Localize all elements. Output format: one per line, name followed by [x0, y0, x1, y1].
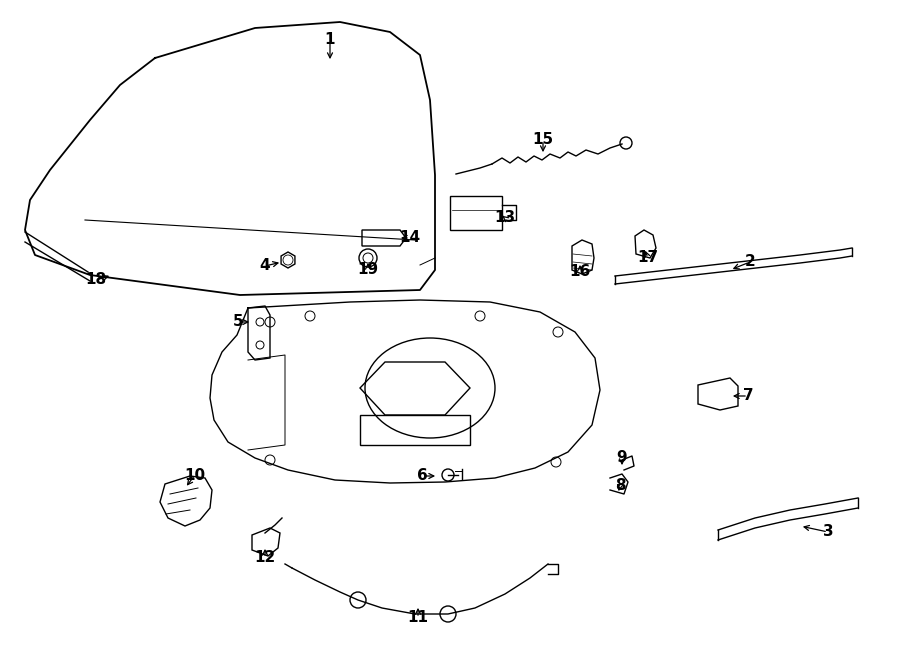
Text: 14: 14 — [400, 231, 420, 245]
Text: 16: 16 — [570, 264, 590, 280]
Text: 11: 11 — [408, 611, 428, 625]
Text: 8: 8 — [615, 477, 626, 492]
Text: 2: 2 — [744, 254, 755, 270]
Text: 15: 15 — [533, 132, 554, 147]
Text: 12: 12 — [255, 551, 275, 566]
Text: 18: 18 — [86, 272, 106, 288]
Text: 13: 13 — [494, 210, 516, 225]
Text: 17: 17 — [637, 251, 659, 266]
Text: 5: 5 — [233, 315, 243, 329]
Text: 6: 6 — [417, 469, 428, 483]
Text: 9: 9 — [616, 451, 627, 465]
Text: 1: 1 — [325, 32, 335, 48]
Text: 10: 10 — [184, 467, 205, 483]
Text: 3: 3 — [823, 524, 833, 539]
Text: 19: 19 — [357, 262, 379, 278]
Text: 4: 4 — [260, 258, 270, 274]
Text: 7: 7 — [742, 389, 753, 403]
